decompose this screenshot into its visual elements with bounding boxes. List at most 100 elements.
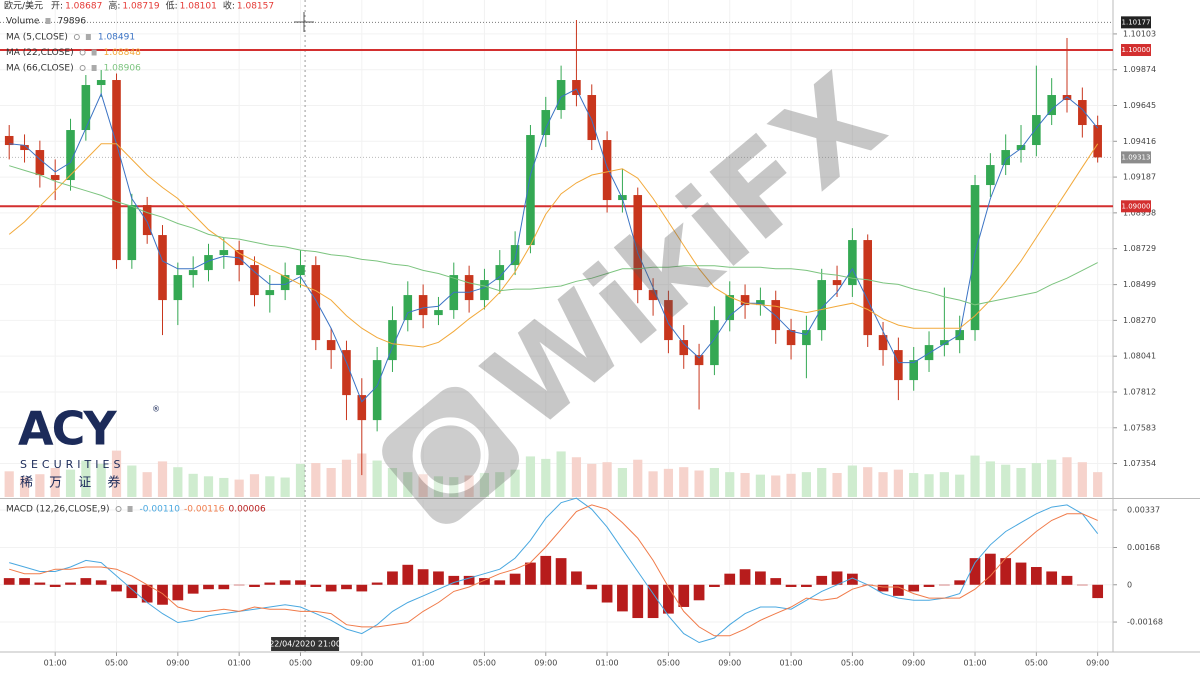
macd-histogram-bar (49, 584, 61, 587)
macd-histogram-bar (969, 558, 981, 585)
settings-icon[interactable] (115, 506, 122, 512)
volume-bar (1093, 472, 1103, 497)
candle-body (510, 245, 520, 266)
macd-histogram-bar (341, 584, 352, 590)
candle-body (480, 280, 489, 301)
volume-bar (157, 461, 168, 497)
macd-histogram-bar (847, 573, 858, 585)
candle-body (894, 350, 903, 381)
cursor (294, 12, 314, 32)
symbol: 欧元/美元 (4, 0, 43, 12)
volume-bar (648, 471, 658, 497)
price-tag-label: 1.09000 (1122, 202, 1151, 210)
candle-body (250, 265, 259, 296)
candle-body (1093, 125, 1102, 158)
volume-bar (173, 467, 183, 497)
macd-histogram-bar (540, 555, 552, 585)
macd-histogram-bar (295, 580, 306, 585)
legend-value: 79896 (57, 17, 86, 27)
volume-bar (633, 459, 643, 497)
volume-bar (709, 468, 720, 497)
macd-histogram-bar (95, 580, 107, 585)
delete-icon[interactable] (91, 65, 97, 71)
x-tick-label: 05:00 (657, 659, 680, 668)
macd-histogram-bar (279, 580, 291, 585)
volume-bar (587, 463, 597, 497)
volume-bar (372, 460, 382, 497)
x-tick-label: 09:00 (902, 659, 925, 668)
macd-histogram-bar (709, 584, 720, 587)
macd-readout: -0.00116 (184, 505, 225, 515)
x-tick-label: 01:00 (44, 659, 67, 668)
candle-body (725, 295, 735, 321)
volume-bar (1062, 457, 1072, 497)
legend-value: 1.08491 (98, 33, 135, 43)
watermark-icon (382, 386, 520, 524)
candle-body (326, 340, 336, 351)
legend-name: MA (66,CLOSE) (6, 64, 74, 74)
delete-icon[interactable] (45, 18, 51, 24)
y-tick-label: 1.07812 (1123, 387, 1156, 396)
macd-histogram-bar (1061, 575, 1073, 585)
volume-bar (418, 474, 428, 497)
price-tag (1121, 151, 1151, 164)
volume-bar (234, 479, 244, 497)
volume-bar (1077, 462, 1087, 497)
candle-body (541, 110, 551, 136)
volume-bar (1016, 468, 1026, 497)
y-tick-label: 1.09645 (1123, 101, 1156, 110)
volume-bar (265, 476, 275, 497)
candle-body (664, 300, 673, 341)
macd-name: MACD (12,26,CLOSE,9) (6, 505, 110, 515)
settings-icon[interactable] (79, 49, 86, 56)
volume-bar (142, 472, 152, 497)
legend-value: 1.08906 (104, 64, 141, 74)
macd-histogram-bar (571, 571, 582, 585)
price-tag-label: 1.10177 (1122, 18, 1151, 26)
macd-histogram-bar (3, 578, 15, 585)
candle-body (4, 135, 14, 146)
delete-icon[interactable] (91, 49, 97, 56)
macd-histogram-bar (19, 578, 30, 585)
legend-name: MA (22,CLOSE) (6, 48, 74, 58)
delete-icon[interactable] (127, 506, 133, 512)
macd-histogram-bar (586, 584, 598, 590)
macd-histogram-bar (954, 580, 966, 585)
candle-body (265, 290, 275, 296)
candle-body (694, 355, 704, 366)
volume-bar (464, 475, 474, 497)
macd-histogram-bar (80, 578, 92, 585)
macd-histogram-bar (893, 584, 904, 596)
macd-histogram-bar (601, 584, 613, 603)
macd-histogram-bar (448, 575, 460, 585)
volume-bar (111, 450, 122, 497)
macd-histogram-bar (1030, 567, 1042, 585)
candle-body (756, 300, 765, 306)
volume-bar (65, 469, 76, 497)
macd-histogram-bar (770, 578, 782, 585)
settings-icon[interactable] (79, 65, 86, 71)
volume-bar (786, 473, 796, 497)
candle-body (35, 150, 45, 176)
y-tick-label: 1.09187 (1123, 173, 1156, 182)
macd-histogram-bar (831, 571, 843, 585)
volume-bar (1001, 464, 1011, 497)
macd-histogram-bar (923, 584, 935, 587)
macd-histogram-bar (1046, 571, 1058, 585)
macd-histogram-bar (1092, 584, 1104, 599)
y-tick-label: 1.09416 (1123, 137, 1156, 146)
candle-body (20, 145, 29, 151)
candle-body (173, 275, 183, 301)
macd-histogram-bar (739, 569, 751, 585)
x-tick-label: 01:00 (228, 659, 251, 668)
macd-histogram-bar (417, 569, 429, 585)
volume-bar (939, 472, 949, 497)
macd-histogram-bar (34, 582, 46, 585)
candle-body (66, 130, 75, 181)
settings-icon[interactable] (73, 34, 80, 40)
delete-icon[interactable] (85, 34, 91, 40)
volume-bar (878, 472, 888, 497)
candle-body (280, 275, 290, 291)
volume-bar (694, 470, 704, 497)
